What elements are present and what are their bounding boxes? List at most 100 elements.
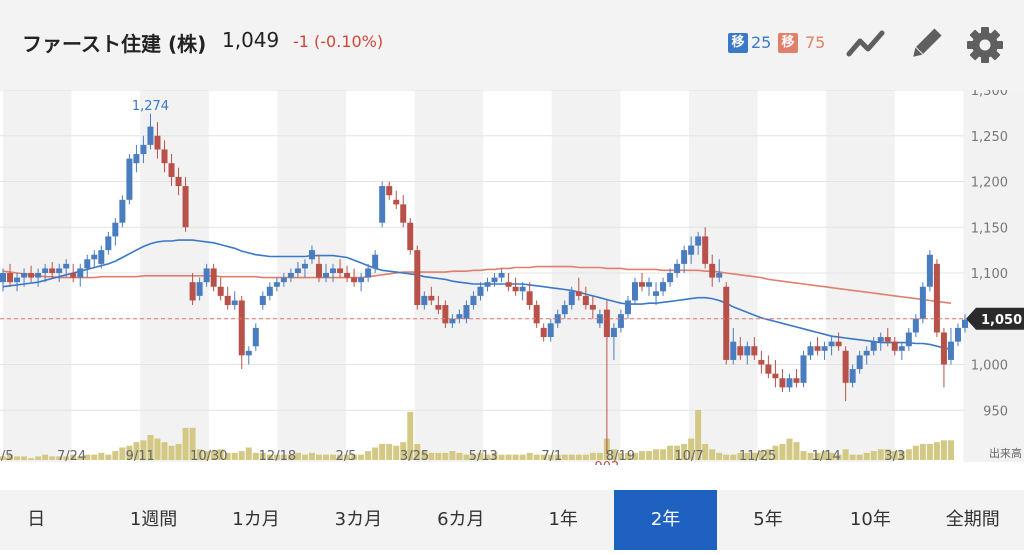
candle-body <box>323 273 330 278</box>
candle-body <box>828 341 835 347</box>
volume-bar <box>533 454 540 460</box>
volume-bar <box>259 452 266 460</box>
x-tick-label: 2/5 <box>336 449 357 464</box>
volume-bar <box>119 447 126 460</box>
volume-bar <box>0 456 6 460</box>
volume-bar <box>308 452 315 460</box>
x-tick-label: 3/25 <box>400 449 429 464</box>
candle-body <box>793 378 800 383</box>
candle-body <box>112 222 119 237</box>
candle-body <box>147 126 154 145</box>
volume-bar <box>505 454 512 460</box>
chart-bottom-spacer <box>0 465 1024 490</box>
price-chart[interactable]: 950 1,000 1,050 1,100 1,150 1,200 1,250 1,300 1,… <box>0 90 1024 465</box>
volume-bar <box>442 452 449 460</box>
candle-body <box>653 291 660 296</box>
ma-short-period[interactable]: 25 <box>751 33 772 52</box>
candle-body <box>372 254 379 269</box>
candle-body <box>379 186 386 223</box>
candle-body <box>940 332 947 365</box>
line-chart-icon[interactable] <box>846 24 890 64</box>
tab-9[interactable]: 全期間 <box>945 509 1000 530</box>
candle-body <box>14 277 21 283</box>
volume-bar <box>105 454 112 460</box>
time-band <box>963 90 1024 462</box>
candle-body <box>315 263 322 278</box>
volume-bar <box>7 454 14 460</box>
tab-2[interactable]: 1カ月 <box>232 509 280 530</box>
candle-body <box>547 323 554 338</box>
candle-body <box>456 314 463 319</box>
volume-bar <box>168 445 175 460</box>
volume-bar <box>674 445 681 460</box>
candle-body <box>561 305 568 315</box>
candle-body <box>631 282 638 301</box>
volume-bar <box>91 454 98 460</box>
candle-body <box>477 286 484 296</box>
ma-long-period[interactable]: 75 <box>805 33 826 52</box>
volume-bar <box>42 454 49 460</box>
volume-bar <box>273 454 280 460</box>
candle-body <box>119 199 126 223</box>
tab-5[interactable]: 1年 <box>548 509 578 530</box>
x-tick-label: 7/24 <box>57 449 86 464</box>
volume-bar <box>63 456 70 460</box>
volume-bar <box>863 452 870 460</box>
volume-bar <box>849 454 856 460</box>
gear-icon[interactable] <box>964 24 1006 66</box>
volume-bar <box>35 456 42 460</box>
volume-bar <box>154 438 161 460</box>
volume-bar <box>484 454 491 460</box>
candle-body <box>105 236 112 251</box>
candle-body <box>954 327 961 342</box>
candle-body <box>484 282 491 287</box>
candle-body <box>168 163 175 177</box>
candle-body <box>407 222 414 251</box>
volume-bar <box>358 454 365 460</box>
volume-bar <box>203 451 210 460</box>
volume-bar <box>653 449 660 460</box>
volume-bar <box>631 452 638 460</box>
candle-body <box>765 364 772 374</box>
candle-body <box>512 286 519 292</box>
candle-body <box>709 263 716 278</box>
ma-long-badge[interactable]: 移 <box>778 33 798 53</box>
volume-bar <box>175 443 182 460</box>
volume-bar <box>561 454 568 460</box>
candle-body <box>294 268 301 274</box>
volume-bar <box>84 454 91 460</box>
tab-1[interactable]: 1週間 <box>129 509 178 530</box>
volume-bar <box>463 454 470 460</box>
y-tick-label: 1,150 <box>971 221 1008 236</box>
tab-3[interactable]: 3カ月 <box>334 509 383 530</box>
volume-bar <box>709 449 716 460</box>
tab-8[interactable]: 10年 <box>849 509 891 530</box>
volume-bar <box>624 452 631 460</box>
x-tick-label: 3/3 <box>884 449 905 464</box>
candle-body <box>624 300 631 315</box>
volume-bar <box>596 452 603 460</box>
volume-bar <box>898 451 905 460</box>
tab-6[interactable]: 2年 <box>614 490 717 550</box>
volume-bar <box>477 452 484 460</box>
candle-body <box>7 273 14 283</box>
candle-body <box>898 346 905 351</box>
current-price-tag <box>966 307 1024 330</box>
candle-body <box>140 144 147 155</box>
time-band <box>551 90 621 462</box>
candle-body <box>835 341 842 347</box>
candle-body <box>646 282 653 287</box>
tab-7[interactable]: 5年 <box>753 509 783 530</box>
volume-bar <box>786 438 793 460</box>
pencil-icon[interactable] <box>906 24 946 64</box>
candle-body <box>688 245 695 255</box>
volume-bar <box>681 443 688 460</box>
period-tabs: 日 1週間 1カ月 3カ月 6カ月 1年 2年 5年 10年 全期間 <box>0 490 1024 550</box>
ma-short-badge[interactable]: 移 <box>728 33 748 53</box>
volume-bar <box>730 454 737 460</box>
tab-4[interactable]: 6カ月 <box>437 509 485 530</box>
candle-body <box>491 277 498 283</box>
tab-0[interactable]: 日 <box>27 509 46 530</box>
volume-bar <box>147 435 154 460</box>
candle-body <box>681 250 688 264</box>
